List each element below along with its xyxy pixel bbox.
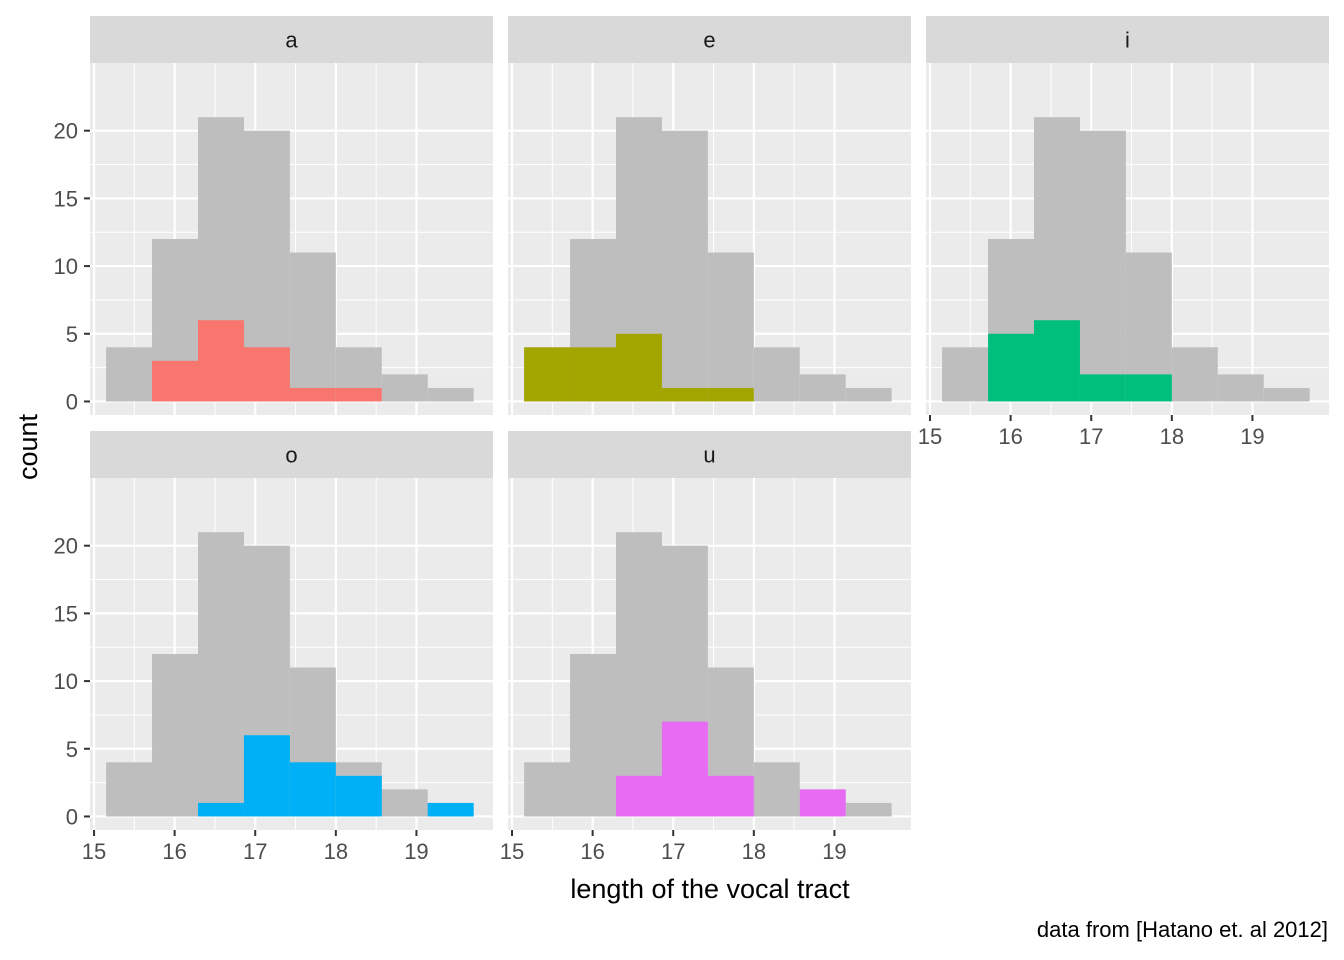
background-bar [753, 347, 800, 402]
background-bar [1171, 347, 1218, 402]
bar-e [707, 387, 754, 402]
facet-a: a 0 5 10 15 20 [54, 16, 493, 415]
facet-strip-label-o: o [285, 443, 297, 468]
y-tick-label: 15 [54, 186, 78, 211]
x-tick-label: 15 [500, 839, 524, 864]
x-tick-label: 16 [998, 424, 1022, 449]
bar-o [335, 775, 382, 817]
bar-a [152, 360, 199, 402]
bar-i [1034, 320, 1080, 402]
background-bar [845, 387, 892, 402]
bar-i [1125, 374, 1172, 402]
background-bar [570, 654, 617, 817]
facet-strip-e [508, 16, 911, 63]
y-tick-label: 5 [66, 737, 78, 762]
y-tick-label: 0 [66, 804, 78, 829]
background-bar [106, 347, 153, 402]
background-bar [616, 532, 662, 817]
background-bar [381, 789, 428, 817]
background-bar [799, 374, 846, 402]
facet-o: o 0 5 10 15 20 15 16 17 18 19 [54, 431, 493, 864]
bar-i [1079, 374, 1126, 402]
bar-i [988, 333, 1035, 402]
background-bar [661, 130, 708, 402]
bar-e [570, 347, 617, 402]
x-tick-label: 17 [243, 839, 267, 864]
background-bar [524, 762, 571, 817]
y-tick-label: 10 [54, 669, 78, 694]
y-tick-label: 0 [66, 389, 78, 414]
bar-e [661, 387, 708, 402]
x-tick-label: 18 [742, 839, 766, 864]
facet-i: i 15 16 17 18 19 [918, 16, 1329, 449]
bar-o [243, 735, 290, 817]
x-tick-label: 19 [404, 839, 428, 864]
background-bar [427, 387, 474, 402]
background-bar [152, 654, 199, 817]
bar-a [335, 387, 382, 402]
bar-u [616, 775, 662, 817]
background-bar [707, 252, 754, 402]
bar-a [198, 320, 244, 402]
x-tick-label: 15 [918, 424, 942, 449]
background-bar [753, 762, 800, 817]
bar-o [427, 802, 474, 817]
bar-a [243, 347, 290, 402]
background-bar [845, 802, 892, 817]
x-tick-label: 16 [580, 839, 604, 864]
facet-strip-label-e: e [703, 28, 715, 53]
y-tick-label: 20 [54, 534, 78, 559]
y-tick-label: 10 [54, 254, 78, 279]
x-tick-label: 18 [1160, 424, 1184, 449]
y-axis-title: count [13, 413, 43, 480]
bar-e [616, 333, 662, 402]
y-tick-label: 15 [54, 601, 78, 626]
background-bar [381, 374, 428, 402]
caption: data from [Hatano et. al 2012] [1037, 917, 1328, 942]
facet-strip-label-u: u [703, 443, 715, 468]
bar-u [707, 775, 754, 817]
y-tick-label: 5 [66, 322, 78, 347]
background-bar [942, 347, 989, 402]
x-axis-title: length of the vocal tract [570, 874, 850, 904]
x-tick-label: 17 [1079, 424, 1103, 449]
bar-e [524, 347, 571, 402]
x-tick-label: 19 [1240, 424, 1264, 449]
background-bar [1263, 387, 1310, 402]
facet-u: u 15 16 17 18 19 [500, 431, 911, 864]
background-bar [1217, 374, 1264, 402]
bar-a [289, 387, 336, 402]
facet-strip-label-i: i [1125, 28, 1130, 53]
facet-e: e [508, 16, 911, 415]
background-bar [198, 532, 244, 817]
facet-strip-o [90, 431, 493, 478]
bar-u [799, 789, 846, 817]
bar-o [198, 802, 244, 817]
background-bar [1079, 130, 1126, 402]
facet-strip-i [926, 16, 1329, 63]
x-tick-label: 17 [661, 839, 685, 864]
x-tick-label: 18 [324, 839, 348, 864]
facet-strip-u [508, 431, 911, 478]
x-tick-label: 16 [162, 839, 186, 864]
background-bar [289, 252, 336, 402]
bar-o [289, 762, 336, 817]
facet-strip-a [90, 16, 493, 63]
facet-strip-label-a: a [285, 28, 298, 53]
x-tick-label: 15 [82, 839, 106, 864]
bar-u [661, 721, 708, 817]
y-tick-label: 20 [54, 119, 78, 144]
facet-panels: a 0 5 10 15 20 e i 15 16 17 18 19 o 0 5 10 15 20 15 16 17 18 19… [54, 16, 1329, 864]
x-tick-label: 19 [822, 839, 846, 864]
background-bar [106, 762, 153, 817]
